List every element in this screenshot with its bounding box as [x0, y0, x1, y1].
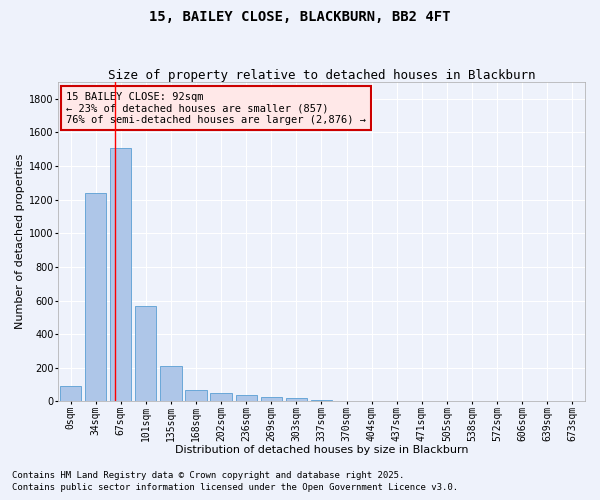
Text: Contains HM Land Registry data © Crown copyright and database right 2025.
Contai: Contains HM Land Registry data © Crown c…	[12, 471, 458, 492]
Bar	[85, 193, 106, 402]
Bar	[236, 395, 257, 402]
Bar	[60, 386, 81, 402]
Bar	[160, 366, 182, 402]
Text: 15, BAILEY CLOSE, BLACKBURN, BB2 4FT: 15, BAILEY CLOSE, BLACKBURN, BB2 4FT	[149, 10, 451, 24]
Bar	[336, 401, 357, 402]
Text: 15 BAILEY CLOSE: 92sqm
← 23% of detached houses are smaller (857)
76% of semi-de: 15 BAILEY CLOSE: 92sqm ← 23% of detached…	[66, 92, 366, 125]
Bar	[135, 306, 157, 402]
Bar	[311, 400, 332, 402]
Bar	[286, 398, 307, 402]
Bar	[211, 393, 232, 402]
X-axis label: Distribution of detached houses by size in Blackburn: Distribution of detached houses by size …	[175, 445, 468, 455]
Title: Size of property relative to detached houses in Blackburn: Size of property relative to detached ho…	[108, 69, 535, 82]
Bar	[185, 390, 206, 402]
Bar	[110, 148, 131, 402]
Y-axis label: Number of detached properties: Number of detached properties	[15, 154, 25, 330]
Bar	[260, 396, 282, 402]
